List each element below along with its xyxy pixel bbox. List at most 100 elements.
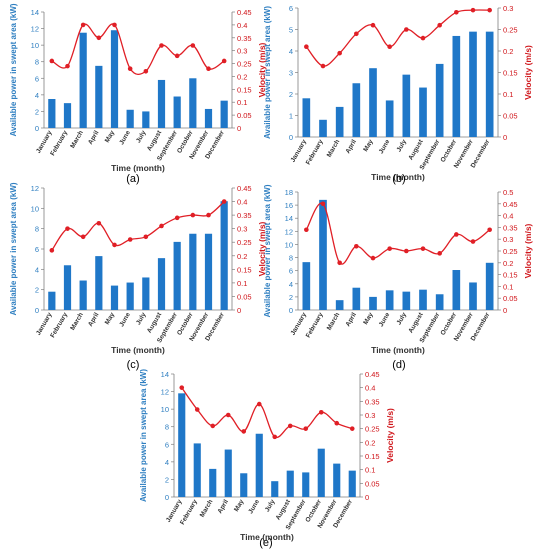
chart-2-xtick-label-2: March: [69, 311, 85, 331]
chart-2-y2tick-label-5: 0.25: [237, 238, 252, 247]
chart-0-bar-6: [142, 111, 150, 128]
chart-0-xtick-label-4: May: [104, 129, 117, 144]
chart-3-velocity-point-11: [487, 227, 492, 233]
chart-0-y2label: Velocity (m/s): [257, 42, 267, 97]
chart-0-y2tick-label-9: 0.45: [237, 8, 252, 17]
chart-3-y2tick-label-9: 0.45: [503, 200, 518, 209]
chart-4-velocity-point-6: [272, 434, 278, 440]
chart-4-y2tick-label-3: 0.15: [365, 452, 380, 461]
chart-0-ytick-label-1: 2: [35, 107, 39, 116]
chart-0-velocity-point-10: [206, 66, 211, 72]
chart-3-y2label: Velocity (m/s): [523, 223, 533, 278]
chart-0-velocity-point-3: [96, 35, 102, 41]
chart-1-velocity-point-7: [420, 35, 426, 41]
chart-2-ytick-label-1: 2: [35, 286, 39, 295]
chart-3-ytick-label-6: 12: [285, 227, 293, 236]
chart-2-velocity-point-8: [174, 215, 180, 221]
chart-3-ytick-label-2: 4: [289, 280, 293, 289]
chart-4-xlabel: Time (month): [240, 532, 294, 542]
chart-2-bar-8: [173, 241, 181, 310]
chart-2-bar-5: [126, 282, 134, 310]
chart-3-xtick-label-6: July: [395, 311, 408, 326]
chart-2-ytick-label-6: 12: [31, 184, 39, 193]
chart-3-velocity-point-1: [320, 201, 326, 207]
chart-1-velocity-point-11: [487, 7, 492, 13]
chart-1-velocity-point-0: [304, 44, 309, 49]
chart-3-bar-3: [352, 287, 361, 310]
chart-2-velocity-point-3: [96, 220, 102, 226]
chart-3-xtick-label-5: June: [378, 311, 392, 328]
chart-1-bar-7: [419, 87, 427, 137]
chart-1-velocity-point-6: [404, 27, 409, 32]
chart-2-velocity-point-9: [190, 212, 196, 218]
chart-4-bar-6: [271, 481, 279, 497]
chart-0-ytick-label-3: 6: [35, 74, 39, 83]
chart-3-y2tick-label-3: 0.15: [503, 271, 518, 280]
chart-4-y2tick-label-1: 0.05: [365, 479, 380, 488]
chart-1-y2tick-label-5: 0.25: [503, 26, 518, 35]
chart-4-bar-1: [193, 443, 201, 497]
chart-2-bar-3: [95, 256, 103, 310]
chart-3-y2tick-label-4: 0.2: [503, 259, 513, 268]
chart-1-bar-11: [485, 31, 494, 137]
chart-0-velocity-line: [51, 23, 225, 75]
chart-3-bar-0: [302, 262, 311, 310]
chart-4-xtick-label-4: May: [233, 498, 246, 513]
chart-1-xtick-label-7: August: [407, 138, 425, 162]
chart-1-xtick-label-4: May: [362, 138, 375, 153]
chart-0-bar-2: [79, 32, 87, 128]
chart-1-bar-10: [469, 31, 477, 137]
chart-1-ytick-label-6: 6: [289, 4, 293, 13]
chart-4-y2label: Velocity (m/s): [385, 408, 395, 463]
chart-1-bar-6: [402, 74, 411, 137]
chart-4-bar-8: [302, 472, 310, 497]
chart-0-y2tick-label-7: 0.35: [237, 34, 252, 43]
chart-3-ylabel: Available power in swept area (kW): [263, 184, 272, 317]
chart-0-xtick-label-3: April: [87, 129, 101, 145]
chart-4-xtick-label-3: April: [217, 498, 231, 514]
chart-2-panel-label: (c): [127, 359, 140, 371]
chart-0-bar-11: [220, 100, 228, 128]
chart-2-velocity-point-4: [112, 242, 117, 248]
chart-2-ylabel: Available power in swept area (kW): [9, 182, 18, 315]
chart-3-velocity-point-2: [337, 260, 342, 266]
chart-2-bar-1: [63, 265, 72, 310]
chart-1-velocity-point-2: [337, 50, 342, 56]
chart-1-xtick-label-6: July: [395, 138, 408, 153]
chart-0-bar-10: [204, 108, 213, 128]
chart-1-bar-2: [335, 106, 344, 137]
chart-4-velocity-point-1: [194, 407, 200, 412]
chart-2-y2tick-label-6: 0.3: [237, 225, 247, 234]
chart-4-velocity-point-0: [179, 385, 185, 390]
chart-4-bar-5: [255, 433, 263, 497]
chart-0-velocity-point-1: [65, 63, 70, 69]
chart-2-xtick-label-4: May: [104, 311, 117, 326]
chart-3-velocity-line: [305, 202, 491, 265]
chart-4-velocity-point-3: [225, 412, 231, 418]
chart-4-velocity-point-10: [334, 420, 340, 426]
chart-3-bar-10: [469, 282, 477, 310]
chart-3-bar-2: [335, 300, 344, 310]
chart-1-velocity-line: [305, 9, 490, 67]
chart-4-velocity-point-5: [256, 401, 262, 407]
chart-4-y2tick-label-6: 0.3: [365, 411, 375, 420]
chart-1-velocity-point-9: [454, 10, 459, 15]
chart-0-bar-0: [48, 99, 56, 128]
chart-4-velocity-point-4: [241, 429, 247, 434]
chart-3-velocity-point-6: [404, 248, 409, 254]
chart-4-ytick-label-1: 2: [165, 475, 169, 484]
chart-3-ytick-label-7: 14: [285, 214, 293, 223]
chart-3-xtick-label-7: August: [407, 311, 425, 335]
chart-2-ytick-label-4: 8: [35, 225, 39, 234]
chart-4-bar-4: [240, 473, 248, 497]
chart-4-y2tick-label-9: 0.45: [365, 370, 380, 379]
chart-0-xlabel: Time (month): [111, 163, 165, 173]
chart-4-xtick-label-5: June: [247, 498, 261, 515]
chart-2-ytick-label-2: 4: [35, 265, 39, 274]
chart-4-velocity-line: [181, 387, 353, 439]
chart-0-y2tick-label-1: 0.05: [237, 111, 252, 120]
chart-3-velocity-point-10: [470, 239, 476, 244]
chart-1-ytick-label-4: 4: [289, 47, 293, 56]
chart-3-xtick-label-2: March: [326, 311, 342, 331]
chart-0-bar-9: [189, 78, 197, 128]
